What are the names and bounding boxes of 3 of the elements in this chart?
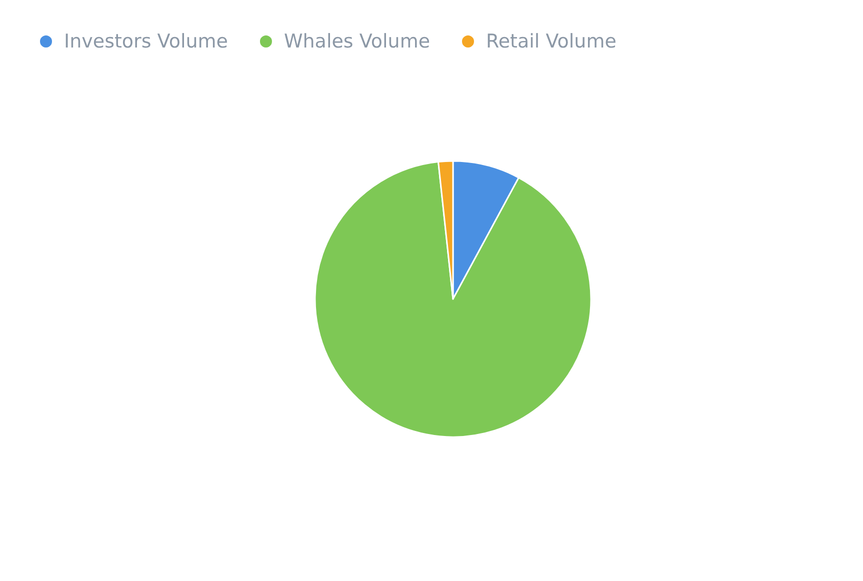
legend-label: Investors Volume (64, 30, 228, 52)
legend-label: Whales Volume (284, 30, 430, 52)
legend-label: Retail Volume (486, 30, 616, 52)
